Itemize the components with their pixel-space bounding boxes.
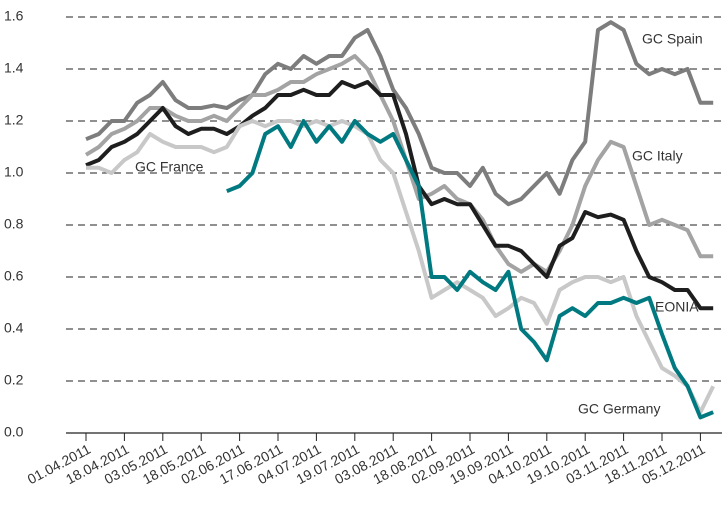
y-tick-label: 0.4 [4, 320, 24, 336]
series-label: EONIA [655, 299, 699, 315]
y-tick-label: 0.0 [4, 424, 24, 440]
series-line [85, 20, 714, 207]
y-tick-label: 1.6 [4, 8, 24, 24]
series-line [84, 54, 714, 274]
series-line [85, 80, 714, 311]
series-label: GC Italy [632, 148, 683, 164]
series-label: GC Germany [578, 401, 660, 417]
y-tick-label: 1.4 [4, 60, 24, 76]
series-label: GC France [135, 159, 204, 175]
series-label: GC Spain [642, 31, 703, 47]
y-tick-label: 1.0 [4, 164, 24, 180]
y-tick-label: 0.6 [4, 268, 24, 284]
y-tick-label: 0.2 [4, 372, 24, 388]
series-line [226, 119, 714, 420]
y-tick-label: 1.2 [4, 112, 24, 128]
series-line [86, 119, 715, 415]
y-tick-label: 0.8 [4, 216, 24, 232]
